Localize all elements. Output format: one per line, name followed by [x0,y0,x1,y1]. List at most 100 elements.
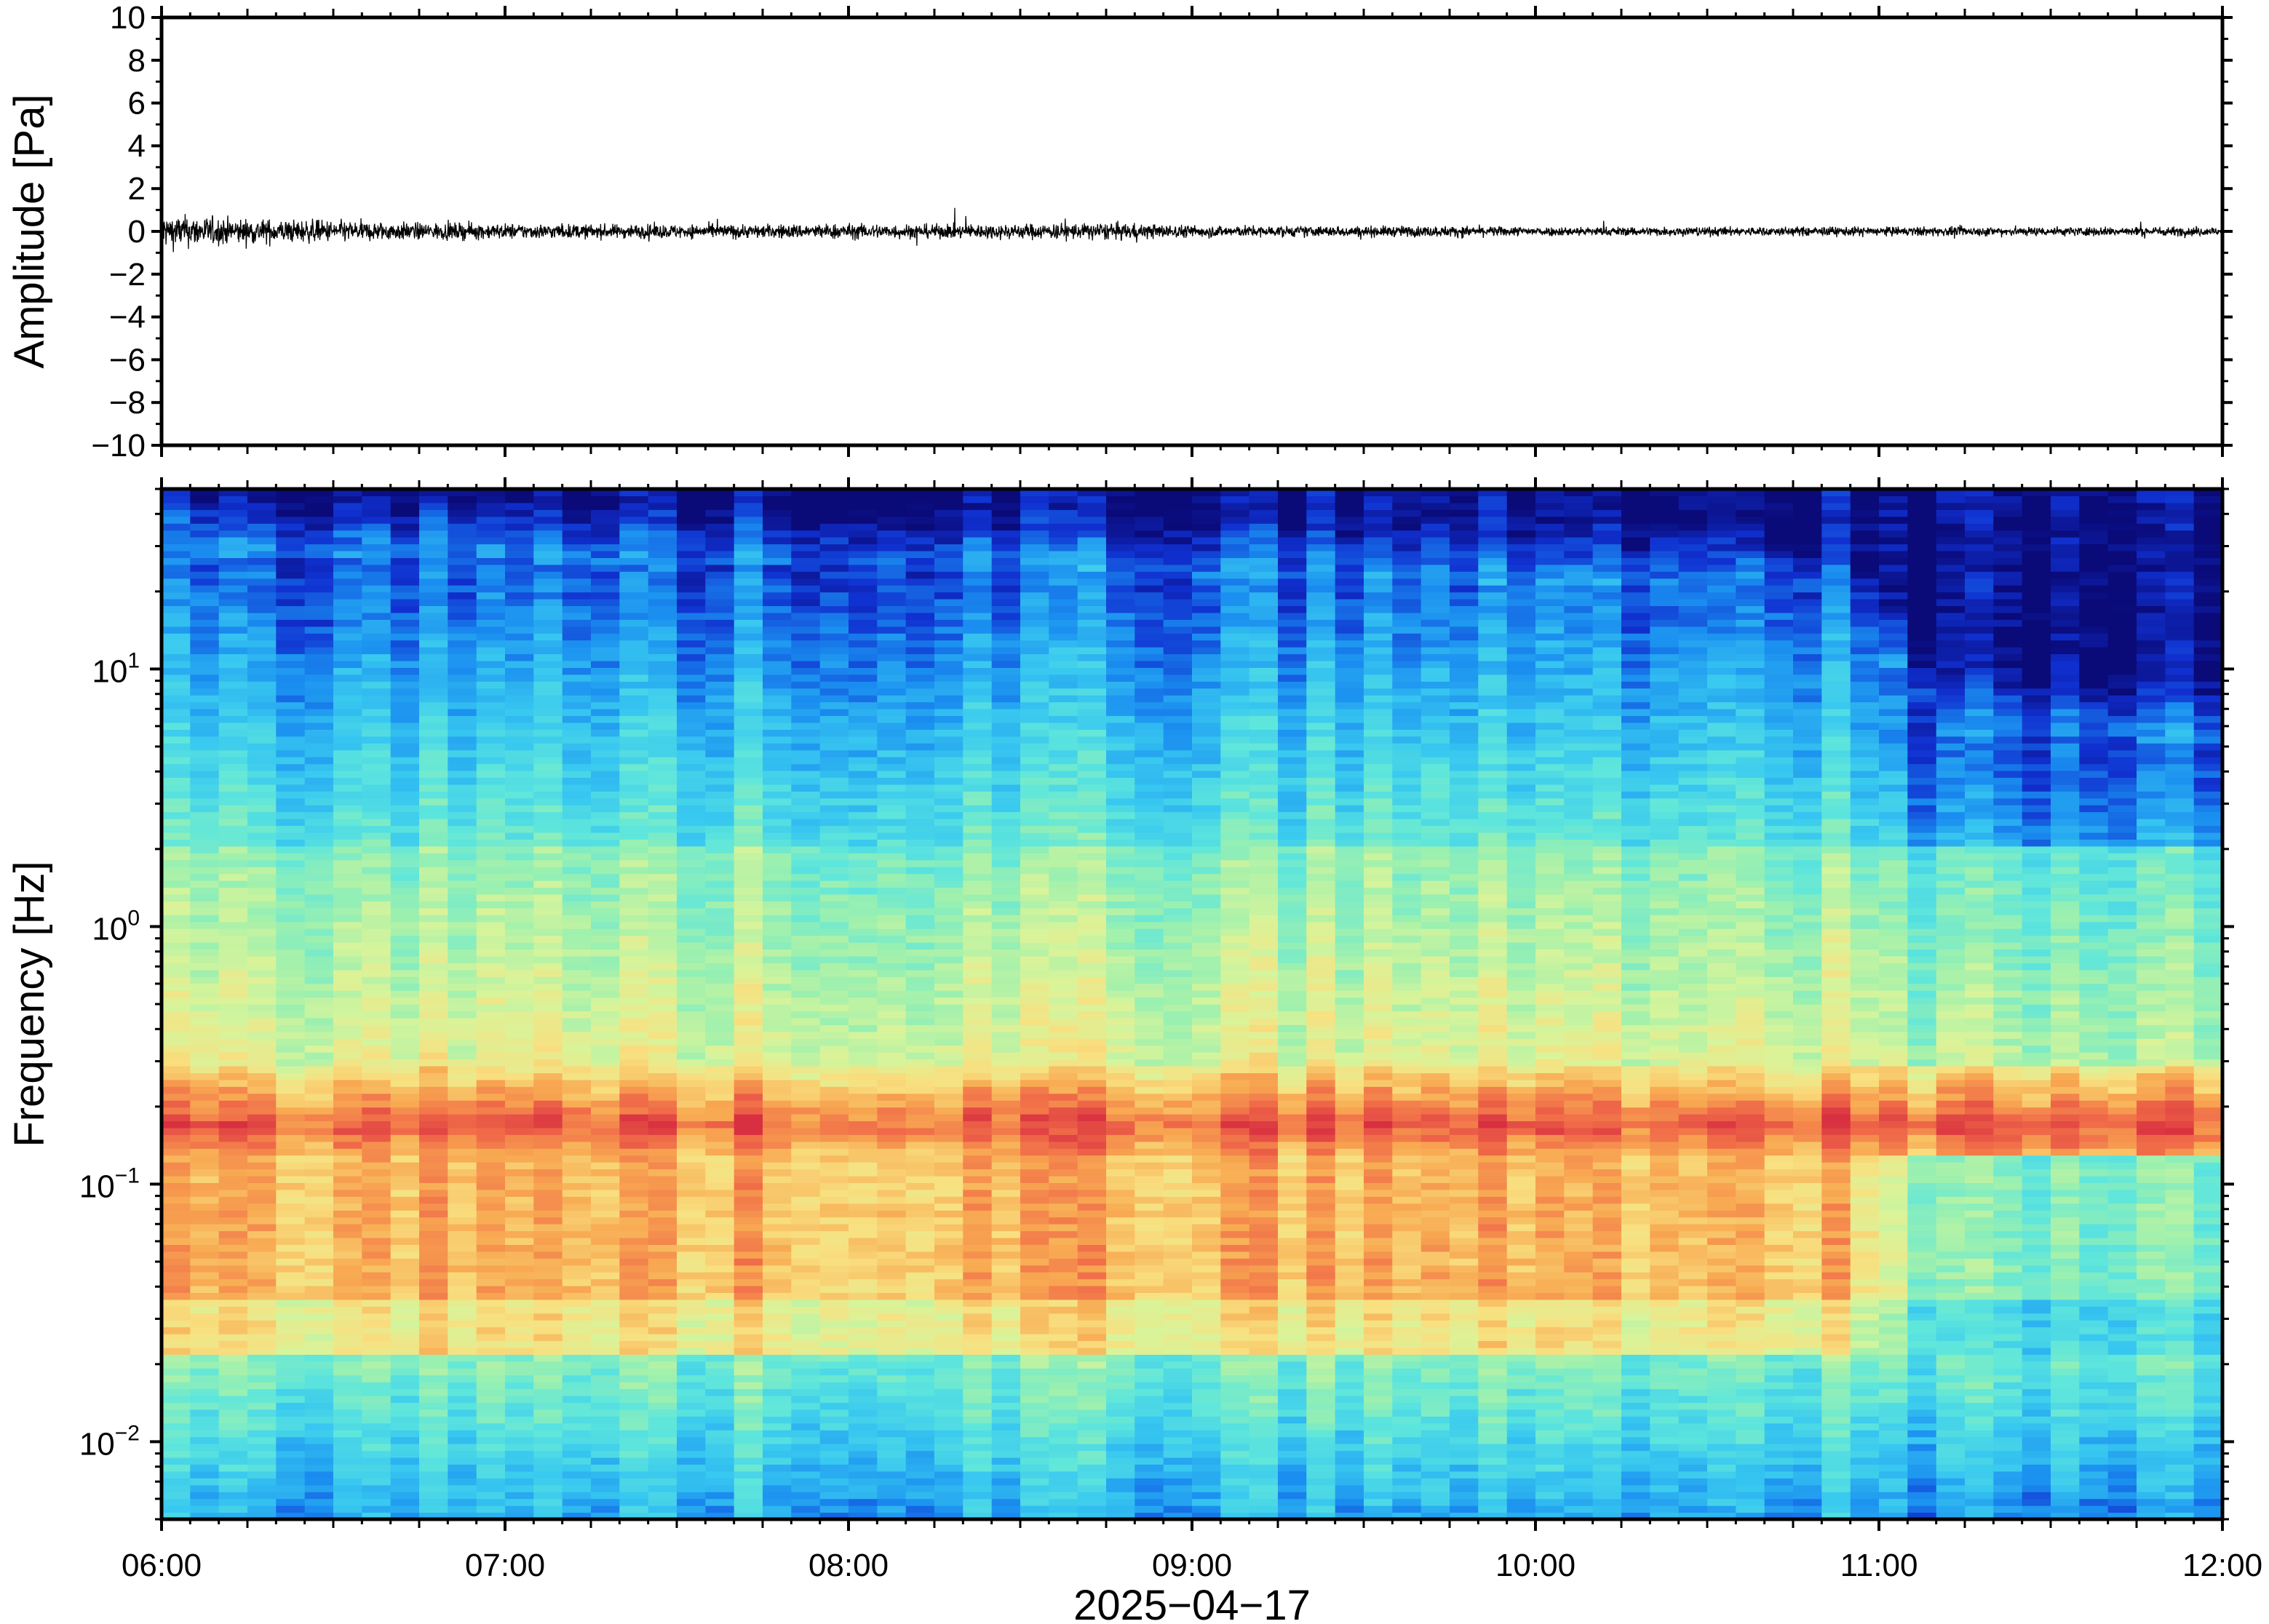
spectrogram-cell [448,805,477,813]
spectrogram-cell [448,1066,477,1073]
spectrogram-cell [849,955,878,963]
spectrogram-cell [247,1169,277,1177]
spectrogram-cell [791,1422,821,1430]
spectrogram-cell [247,963,277,971]
spectrogram-cell [705,1224,735,1232]
spectrogram-cell [162,1402,191,1410]
spectrogram-cell [1049,1348,1078,1355]
spectrogram-cell [763,1011,792,1019]
spectrogram-cell [877,701,907,709]
spectrogram-cell [849,715,878,723]
spectrogram-cell [218,530,248,538]
spectrogram-cell [705,771,735,778]
spectrogram-cell [448,867,477,875]
spectrogram-cell [562,791,592,799]
spectrogram-cell [791,599,821,606]
spectrogram-cell [877,1457,907,1465]
spectrogram-cell [905,825,935,833]
spectrogram-cell [362,544,392,552]
spectrogram-cell [448,709,477,717]
spectrogram-cell [333,1313,362,1321]
spectrogram-cell [619,1422,649,1430]
spectrogram-cell [190,544,220,552]
spectrogram-cell [648,530,677,538]
spectrogram-cell [419,1409,448,1417]
spectrogram-cell [905,819,935,827]
spectrogram-cell [1049,1457,1078,1465]
spectrogram-cell [218,571,248,579]
spectrogram-cell [591,557,620,565]
spectrogram-cell [476,797,506,805]
spectrogram-cell [562,502,592,510]
spectrogram-cell [247,571,277,579]
spectrogram-cell [505,633,534,641]
spectrogram-cell [963,1086,993,1094]
spectrogram-cell [333,797,362,805]
spectrogram-cell [819,723,849,730]
spectrogram-cell [390,1313,420,1321]
spectrogram-cell [1020,983,1049,991]
spectrogram-cell [162,935,191,943]
spectrogram-cell [963,1244,993,1252]
spectrogram-cell [791,551,821,558]
spectrogram-cell [705,859,735,867]
spectrogram-cell [791,887,821,895]
spectrogram-cell [791,1079,821,1087]
spectrogram-cell [476,887,506,895]
spectrogram-cell [619,935,649,943]
spectrogram-cell [963,983,993,991]
spectrogram-cell [763,1114,792,1121]
spectrogram-cell [1049,571,1078,579]
spectrogram-cell [1049,1059,1078,1067]
spectrogram-cell [533,688,563,696]
spectrogram-cell [591,1430,620,1438]
spectrogram-cell [304,599,334,606]
spectrogram-cell [619,661,649,668]
spectrogram-cell [905,1217,935,1225]
spectrogram-cell [190,819,220,827]
spectrogram-cell [276,1244,306,1252]
spectrogram-cell [1049,1011,1078,1019]
spectrogram-cell [362,1354,392,1362]
spectrogram-cell [1049,1017,1078,1025]
spectrogram-cell [734,845,763,853]
spectrogram-cell [276,544,306,552]
spectrogram-cell [276,688,306,696]
spectrogram-cell [591,551,620,558]
spectrogram-cell [190,509,220,517]
spectrogram-cell [877,763,907,771]
spectrogram-cell [190,1155,220,1163]
spectrogram-cell [819,551,849,558]
spectrogram-cell [819,1505,849,1513]
spectrogram-cell [190,1374,220,1382]
spectrogram-cell [333,1286,362,1293]
spectrogram-cell [591,1396,620,1404]
spectrogram-cell [991,1361,1021,1369]
spectrogram-cell [562,942,592,950]
spectrogram-cell [162,701,191,709]
spectrogram-cell [562,551,592,558]
spectrogram-cell [905,1512,935,1519]
spectrogram-cell [963,915,993,923]
spectrogram-cell [476,1127,506,1135]
spectrogram-cell [791,1072,821,1080]
spectrogram-cell [1049,1409,1078,1417]
spectrogram-cell [304,839,334,847]
spectrogram-cell [819,839,849,847]
spectrogram-cell [763,1286,792,1293]
spectrogram-cell [333,1017,362,1025]
spectrogram-cell [619,1045,649,1053]
spectrogram-cell [419,1374,448,1382]
spectrogram-cell [1049,729,1078,737]
spectrogram-cell [333,1196,362,1204]
spectrogram-cell [905,653,935,661]
spectrogram-cell [333,819,362,827]
spectrogram-cell [562,1107,592,1115]
spectrogram-cell [476,592,506,600]
spectrogram-cell [734,907,763,915]
spectrogram-cell [533,1430,563,1438]
spectrogram-cell [533,1196,563,1204]
spectrogram-cell [533,1244,563,1252]
spectrogram-cell [419,1484,448,1492]
spectrogram-cell [362,495,392,503]
